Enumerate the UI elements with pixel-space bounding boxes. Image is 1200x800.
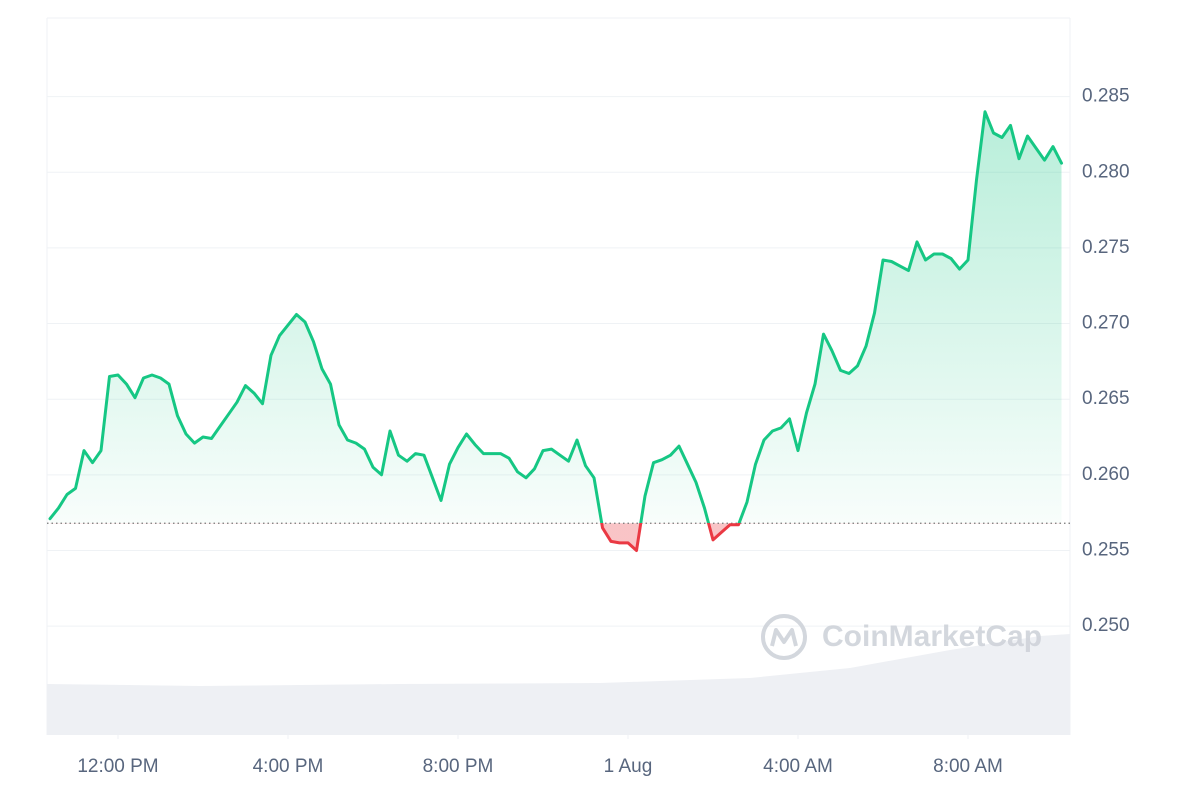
x-tick-label: 1 Aug bbox=[604, 756, 653, 777]
y-tick-label: 0.285 bbox=[1082, 86, 1130, 107]
y-tick-label: 0.280 bbox=[1082, 161, 1130, 182]
y-tick-label: 0.265 bbox=[1082, 388, 1130, 409]
data bbox=[47, 110, 1070, 552]
x-tick-label: 8:00 AM bbox=[933, 756, 1003, 777]
y-tick-label: 0.255 bbox=[1082, 539, 1130, 560]
y-tick-label: 0.275 bbox=[1082, 237, 1130, 258]
watermark-logo-mark bbox=[770, 628, 798, 647]
volume-area bbox=[47, 634, 1070, 735]
y-tick-label: 0.250 bbox=[1082, 615, 1130, 636]
watermark: CoinMarketCap bbox=[761, 614, 1042, 660]
price-line bbox=[48, 110, 1063, 552]
y-tick-label: 0.270 bbox=[1082, 313, 1130, 334]
x-tick-label: 4:00 PM bbox=[253, 756, 324, 777]
watermark-text: CoinMarketCap bbox=[822, 620, 1042, 653]
area bbox=[50, 111, 1062, 551]
watermark-logo bbox=[761, 614, 807, 660]
x-tick-label: 4:00 AM bbox=[763, 756, 833, 777]
x-tick-label: 8:00 PM bbox=[423, 756, 494, 777]
x-tick-label: 12:00 PM bbox=[77, 756, 158, 777]
y-tick-label: 0.260 bbox=[1082, 464, 1130, 485]
